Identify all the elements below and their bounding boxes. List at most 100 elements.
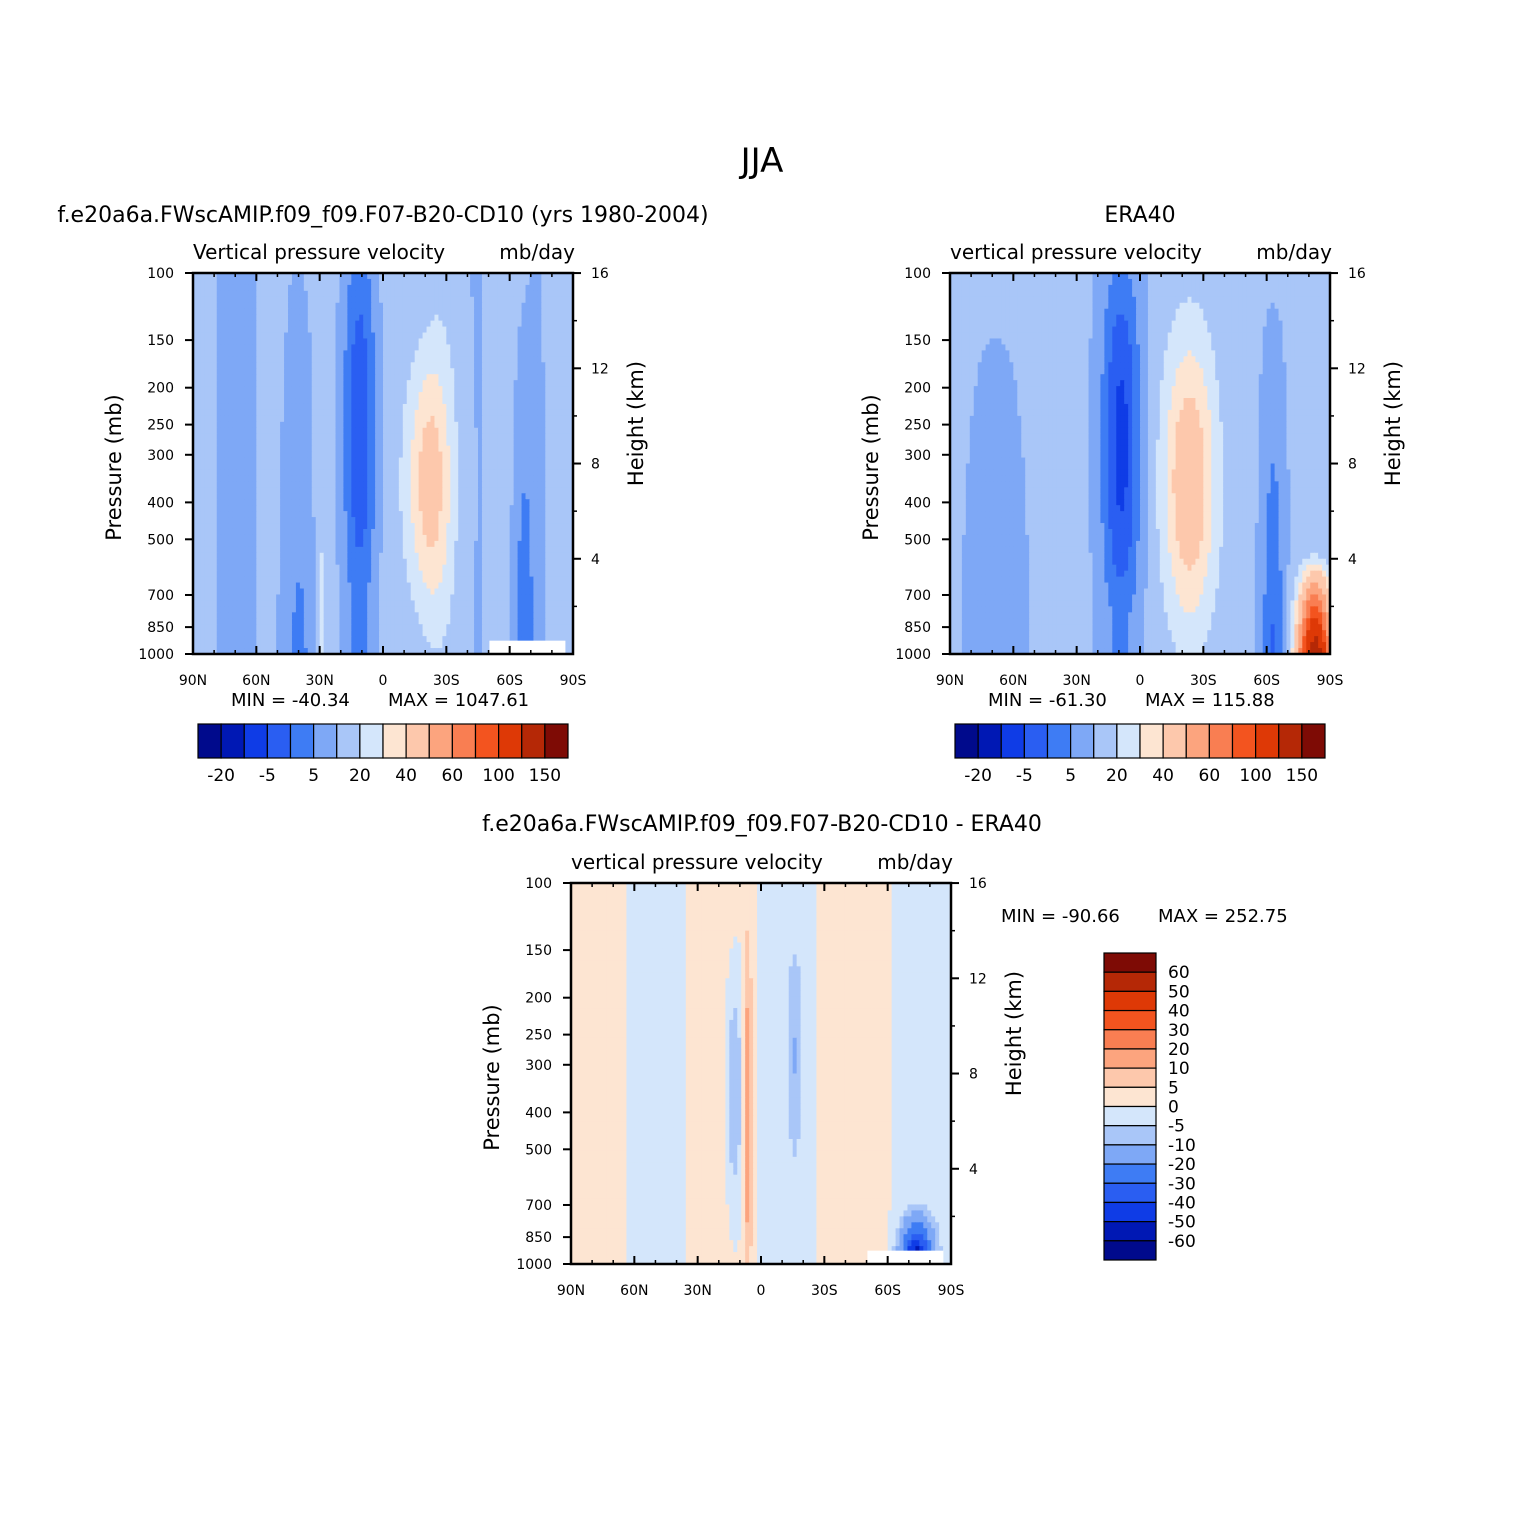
contour-cell bbox=[565, 481, 570, 488]
contour-cell bbox=[458, 374, 463, 381]
contour-cell bbox=[494, 356, 499, 363]
contour-cell bbox=[272, 321, 277, 328]
contour-cell bbox=[276, 464, 281, 471]
contour-cell bbox=[347, 446, 352, 453]
contour-cell bbox=[304, 392, 309, 399]
contour-cell bbox=[474, 297, 479, 304]
contour-cell bbox=[474, 392, 479, 399]
contour-cell bbox=[260, 327, 265, 334]
contour-cell bbox=[466, 315, 471, 322]
contour-cell bbox=[545, 475, 550, 482]
contour-cell bbox=[434, 529, 439, 536]
contour-cell bbox=[256, 392, 261, 399]
contour-cell bbox=[434, 398, 439, 405]
contour-cell bbox=[411, 350, 416, 357]
contour-cell bbox=[328, 356, 333, 363]
contour-cell bbox=[252, 535, 257, 542]
contour-cell bbox=[498, 499, 503, 506]
contour-cell bbox=[486, 291, 491, 298]
contour-cell bbox=[561, 392, 566, 399]
contour-cell bbox=[308, 565, 313, 572]
contour-cell bbox=[284, 481, 289, 488]
contour-cell bbox=[304, 434, 309, 441]
contour-cell bbox=[320, 452, 325, 459]
contour-cell bbox=[434, 303, 439, 310]
contour-cell bbox=[446, 386, 451, 393]
contour-cell bbox=[537, 410, 542, 417]
contour-cell bbox=[565, 571, 570, 578]
contour-cell bbox=[351, 410, 356, 417]
contour-cell bbox=[561, 446, 566, 453]
contour-cell bbox=[470, 327, 475, 334]
contour-cell bbox=[272, 553, 277, 560]
contour-cell bbox=[434, 505, 439, 512]
contour-cell bbox=[355, 577, 360, 584]
contour-cell bbox=[355, 481, 360, 488]
contour-cell bbox=[403, 356, 408, 363]
contour-cell bbox=[241, 434, 246, 441]
contour-cell bbox=[244, 386, 249, 393]
contour-cell bbox=[229, 386, 234, 393]
contour-cell bbox=[391, 356, 396, 363]
contour-cell bbox=[233, 350, 238, 357]
contour-cell bbox=[541, 446, 546, 453]
contour-cell bbox=[486, 493, 491, 500]
contour-cell bbox=[427, 517, 432, 524]
contour-cell bbox=[320, 464, 325, 471]
contour-cell bbox=[225, 362, 230, 369]
contour-cell bbox=[518, 410, 523, 417]
contour-cell bbox=[367, 559, 372, 566]
contour-cell bbox=[494, 452, 499, 459]
contour-cell bbox=[367, 344, 372, 351]
contour-cell bbox=[399, 481, 404, 488]
contour-cell bbox=[296, 321, 301, 328]
contour-cell bbox=[328, 309, 333, 316]
contour-cell bbox=[411, 416, 416, 423]
contour-cell bbox=[415, 404, 420, 411]
contour-cell bbox=[363, 416, 368, 423]
contour-cell bbox=[332, 458, 337, 465]
contour-cell bbox=[553, 356, 558, 363]
contour-cell bbox=[427, 279, 432, 286]
contour-cell bbox=[545, 428, 550, 435]
contour-cell bbox=[343, 380, 348, 387]
contour-cell bbox=[300, 487, 305, 494]
contour-cell bbox=[478, 523, 483, 530]
contour-cell bbox=[300, 356, 305, 363]
contour-cell bbox=[300, 481, 305, 488]
contour-cell bbox=[395, 464, 400, 471]
contour-cell bbox=[213, 517, 218, 524]
contour-cell bbox=[423, 321, 428, 328]
contour-cell bbox=[320, 297, 325, 304]
contour-cell bbox=[486, 499, 491, 506]
contour-cell bbox=[276, 327, 281, 334]
contour-cell bbox=[502, 446, 507, 453]
contour-cell bbox=[506, 517, 511, 524]
contour-cell bbox=[312, 547, 317, 554]
contour-cell bbox=[557, 392, 562, 399]
contour-cell bbox=[446, 374, 451, 381]
contour-cell bbox=[343, 464, 348, 471]
contour-cell bbox=[470, 487, 475, 494]
contour-cell bbox=[276, 309, 281, 316]
contour-cell bbox=[403, 517, 408, 524]
contour-cell bbox=[383, 559, 388, 566]
contour-cell bbox=[304, 309, 309, 316]
contour-cell bbox=[482, 469, 487, 476]
contour-cell bbox=[541, 368, 546, 375]
contour-cell bbox=[478, 380, 483, 387]
contour-cell bbox=[431, 440, 436, 447]
contour-cell bbox=[284, 452, 289, 459]
contour-cell bbox=[233, 404, 238, 411]
contour-cell bbox=[486, 285, 491, 292]
contour-cell bbox=[565, 440, 570, 447]
contour-cell bbox=[458, 410, 463, 417]
contour-cell bbox=[446, 458, 451, 465]
contour-cell bbox=[359, 416, 364, 423]
contour-cell bbox=[197, 440, 202, 447]
contour-cell bbox=[379, 481, 384, 488]
contour-cell bbox=[288, 481, 293, 488]
contour-cell bbox=[351, 464, 356, 471]
contour-cell bbox=[510, 350, 515, 357]
contour-cell bbox=[529, 422, 534, 429]
